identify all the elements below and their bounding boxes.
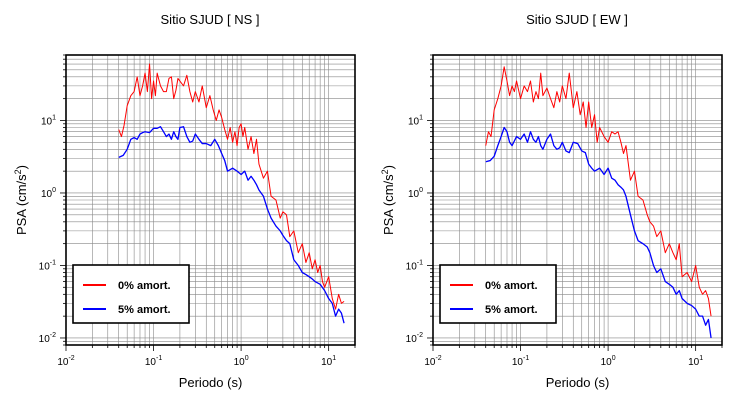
y-tick-base: 10 (408, 189, 420, 200)
legend-label: 5% amort. (485, 304, 538, 316)
x-tick-base: 10 (601, 357, 613, 368)
y-tick-base: 10 (408, 116, 420, 127)
x-tick-exponent: 0 (245, 355, 249, 362)
legend: 0% amort. 5% amort. (439, 264, 557, 324)
y-axis-label-close: ) (381, 165, 396, 169)
y-axis-label-text: PSA (cm/s (14, 174, 29, 235)
y-tick-base: 10 (41, 189, 53, 200)
y-tick-base: 10 (39, 261, 51, 272)
legend-label: 5% amort. (118, 304, 171, 316)
y-tick-exponent: 0 (52, 187, 56, 194)
y-tick-label: 10-1 (406, 259, 423, 272)
y-tick-exponent: -2 (50, 332, 56, 339)
x-tick-label: 10-1 (145, 355, 162, 368)
x-tick-base: 10 (512, 357, 524, 368)
x-tick-label: 10-2 (57, 355, 74, 368)
x-tick-exponent: -1 (523, 355, 529, 362)
chart-title: Sitio SJUD [ EW ] (526, 12, 628, 27)
x-tick-base: 10 (688, 357, 700, 368)
grid (65, 54, 356, 346)
y-tick-base: 10 (406, 334, 418, 345)
x-tick-exponent: 0 (612, 355, 616, 362)
y-tick-exponent: -1 (417, 259, 423, 266)
x-tick-base: 10 (424, 357, 436, 368)
y-axis-label-superscript: 2 (380, 169, 390, 174)
y-axis-label-text: PSA (cm/s (381, 174, 396, 235)
y-tick-exponent: -2 (417, 332, 423, 339)
chart-title: Sitio SJUD [ NS ] (161, 12, 260, 27)
y-tick-exponent: 1 (52, 114, 56, 121)
x-tick-exponent: -1 (156, 355, 162, 362)
y-tick-base: 10 (406, 261, 418, 272)
y-axis-label: PSA (cm/s2) (13, 165, 29, 235)
y-tick-base: 10 (39, 334, 51, 345)
legend-label: 0% amort. (118, 280, 171, 292)
y-tick-exponent: 1 (419, 114, 423, 121)
x-tick-label: 10-1 (512, 355, 529, 368)
tick-marks (427, 54, 723, 351)
legend: 0% amort. 5% amort. (72, 264, 190, 324)
x-tick-base: 10 (145, 357, 157, 368)
series-line-damped (485, 126, 712, 339)
x-tick-label: 101 (688, 355, 703, 368)
y-tick-label: 10-2 (39, 332, 56, 345)
x-axis-label: Periodo (s) (546, 375, 610, 390)
chart-panel-2: Sitio SJUD [ EW ]10-2 10-1 100 10110-210-11… (380, 12, 723, 390)
series-line-undamped (118, 63, 345, 310)
y-axis-label-close: ) (14, 165, 29, 169)
y-tick-base: 10 (41, 116, 53, 127)
y-tick-label: 101 (41, 114, 56, 127)
x-tick-label: 10-2 (424, 355, 441, 368)
y-axis-label-superscript: 2 (13, 169, 23, 174)
y-tick-exponent: 0 (419, 187, 423, 194)
y-tick-exponent: -1 (50, 259, 56, 266)
legend-box (72, 264, 190, 324)
x-tick-label: 100 (601, 355, 616, 368)
x-axis-label: Periodo (s) (179, 375, 243, 390)
y-tick-label: 10-2 (406, 332, 423, 345)
x-tick-exponent: 1 (699, 355, 703, 362)
series-line-undamped (485, 66, 712, 317)
tick-marks (60, 54, 356, 351)
y-tick-label: 100 (41, 187, 56, 200)
y-tick-label: 101 (408, 114, 423, 127)
x-tick-exponent: -2 (435, 355, 441, 362)
x-tick-exponent: 1 (332, 355, 336, 362)
chart-panel-1: Sitio SJUD [ NS ]10-2 10-1 100 10110-210-11… (13, 12, 356, 390)
legend-box (439, 264, 557, 324)
legend-label: 0% amort. (485, 280, 538, 292)
x-tick-base: 10 (234, 357, 246, 368)
y-axis-label: PSA (cm/s2) (380, 165, 396, 235)
y-tick-label: 10-1 (39, 259, 56, 272)
y-tick-label: 100 (408, 187, 423, 200)
x-tick-base: 10 (321, 357, 333, 368)
series-line-damped (118, 126, 345, 324)
x-tick-label: 100 (234, 355, 249, 368)
x-tick-base: 10 (57, 357, 69, 368)
x-tick-label: 101 (321, 355, 336, 368)
x-tick-exponent: -2 (68, 355, 74, 362)
